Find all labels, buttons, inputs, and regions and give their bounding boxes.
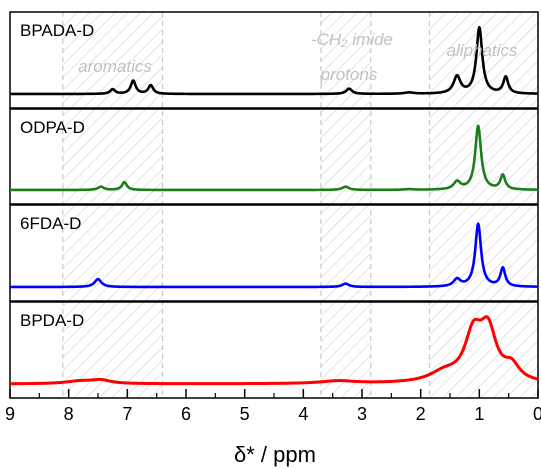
x-tick-label: 8: [64, 404, 74, 424]
x-tick-label: 6: [181, 404, 191, 424]
x-tick-label: 0: [533, 404, 541, 424]
panel-bpada-d: BPADA-D: [9, 11, 539, 109]
panel-frame: [9, 204, 539, 302]
panel-odpa-d: ODPA-D: [9, 108, 539, 205]
x-tick-label: 5: [240, 404, 250, 424]
panel-frame: [9, 108, 539, 205]
spectrum-line: [9, 25, 539, 96]
panel-label: 6FDA-D: [20, 214, 81, 233]
panel-label: BPADA-D: [20, 21, 94, 40]
region-label-1-line2: protons: [320, 65, 378, 84]
region-label-1: -CH₂ imide: [311, 30, 393, 49]
x-tick-label: 1: [474, 404, 484, 424]
region-labels: aromatics -CH₂ imide protons aliphatics: [78, 30, 518, 84]
panel-frame: [9, 11, 539, 109]
region-label-0: aromatics: [78, 57, 152, 76]
panel-6fda-d: 6FDA-D: [9, 204, 539, 302]
x-axis: 9 8 7 6 5 4 3 2 1 0: [5, 389, 541, 424]
panel-label: ODPA-D: [20, 118, 85, 137]
x-tick-label: 7: [122, 404, 132, 424]
spectrum-line: [9, 124, 539, 192]
spectrum-line: [9, 222, 539, 289]
x-tick-label: 3: [357, 404, 367, 424]
x-tick-label: 2: [416, 404, 426, 424]
region-label-2: aliphatics: [447, 41, 518, 60]
spectrum-line: [9, 315, 539, 386]
spectra-panels: BPADA-D ODPA-D 6FDA-D BPDA-D: [9, 11, 539, 399]
panel-label: BPDA-D: [20, 311, 84, 330]
x-axis-title: δ* / ppm: [234, 442, 316, 467]
x-tick-label: 4: [298, 404, 308, 424]
x-tick-label: 9: [5, 404, 15, 424]
